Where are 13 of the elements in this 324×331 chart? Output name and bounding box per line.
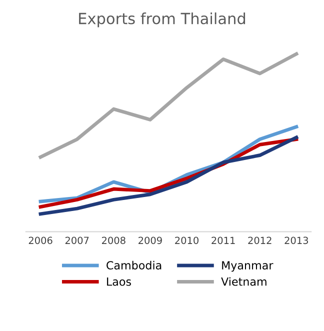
x-tick-label: 2011 <box>212 236 235 244</box>
x-tick-label: 2013 <box>284 236 308 244</box>
x-tick-label: 2010 <box>175 236 198 244</box>
x-tick-label: 2009 <box>138 236 162 244</box>
x-tick-label: 2012 <box>248 236 272 244</box>
legend-label: Laos <box>107 278 131 286</box>
legend-label: Myanmar <box>222 261 274 272</box>
x-tick-label: 2006 <box>28 236 52 244</box>
legend-label: Cambodia <box>106 260 162 270</box>
legend-label: Vietnam <box>221 277 266 286</box>
x-tick-label: 2007 <box>65 236 89 244</box>
x-tick-label: 2008 <box>102 236 126 244</box>
chart-title: Exports from Thailand <box>79 12 246 28</box>
